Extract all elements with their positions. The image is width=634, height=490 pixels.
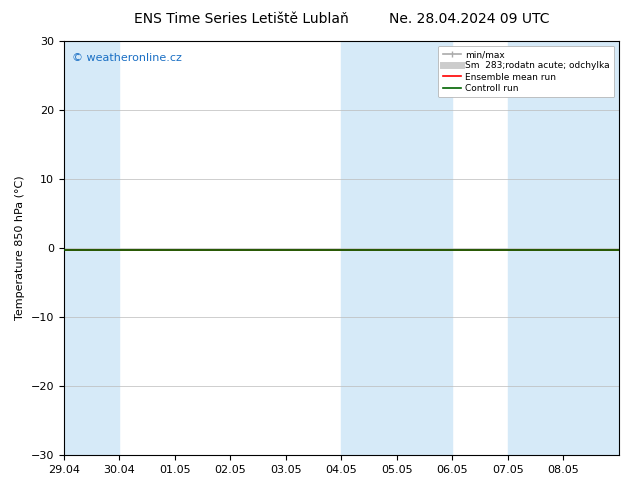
Text: Ne. 28.04.2024 09 UTC: Ne. 28.04.2024 09 UTC xyxy=(389,12,550,26)
Text: ENS Time Series Letiště Lublaň: ENS Time Series Letiště Lublaň xyxy=(134,12,348,26)
Text: © weatheronline.cz: © weatheronline.cz xyxy=(72,53,182,64)
Bar xyxy=(341,41,453,455)
Bar xyxy=(508,41,619,455)
Bar xyxy=(64,41,119,455)
Legend: min/max, Sm  283;rodatn acute; odchylka, Ensemble mean run, Controll run: min/max, Sm 283;rodatn acute; odchylka, … xyxy=(438,46,614,98)
Y-axis label: Temperature 850 hPa (°C): Temperature 850 hPa (°C) xyxy=(15,176,25,320)
